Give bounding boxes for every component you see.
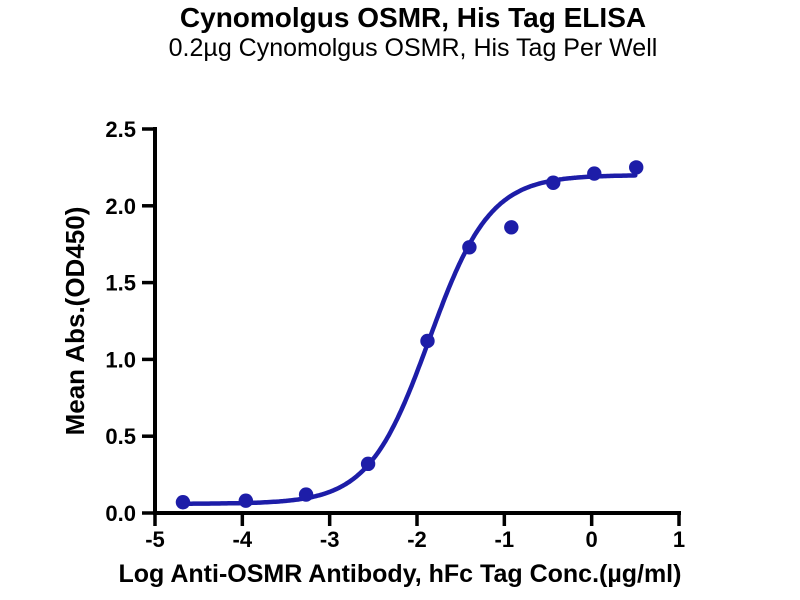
- x-tick-label: -5: [145, 527, 165, 552]
- axis-lines: [153, 127, 681, 515]
- data-point: [462, 240, 477, 255]
- data-point: [175, 495, 191, 510]
- y-tick-label: 1.0: [105, 347, 136, 372]
- data-point: [546, 175, 561, 190]
- chart-subtitle: 0.2µg Cynomolgus OSMR, His Tag Per Well: [168, 34, 658, 62]
- x-tick-label: -2: [407, 527, 427, 552]
- y-tick-label: 0.5: [105, 424, 136, 449]
- fit-curve: [180, 173, 638, 506]
- x-tick-label: -4: [233, 527, 253, 552]
- data-point: [420, 333, 435, 349]
- x-tick-label: 1: [673, 527, 685, 552]
- x-tick-label: -1: [495, 527, 515, 552]
- y-tick-label: 2.0: [105, 194, 136, 219]
- x-axis-label: Log Anti-OSMR Antibody, hFc Tag Conc.(µg…: [118, 560, 682, 588]
- data-point: [238, 493, 254, 508]
- data-point: [298, 487, 314, 502]
- y-tick-label: 2.5: [105, 117, 136, 142]
- x-tick-label: 0: [586, 527, 598, 552]
- y-tick-label: 0.0: [105, 501, 136, 526]
- data-point: [360, 456, 376, 472]
- data-point: [629, 160, 644, 175]
- data-point: [587, 166, 602, 181]
- data-point: [504, 220, 519, 235]
- chart-title: Cynomolgus OSMR, His Tag ELISA: [179, 2, 647, 33]
- y-tick-label: 1.5: [105, 271, 136, 296]
- x-tick-label: -3: [320, 527, 340, 552]
